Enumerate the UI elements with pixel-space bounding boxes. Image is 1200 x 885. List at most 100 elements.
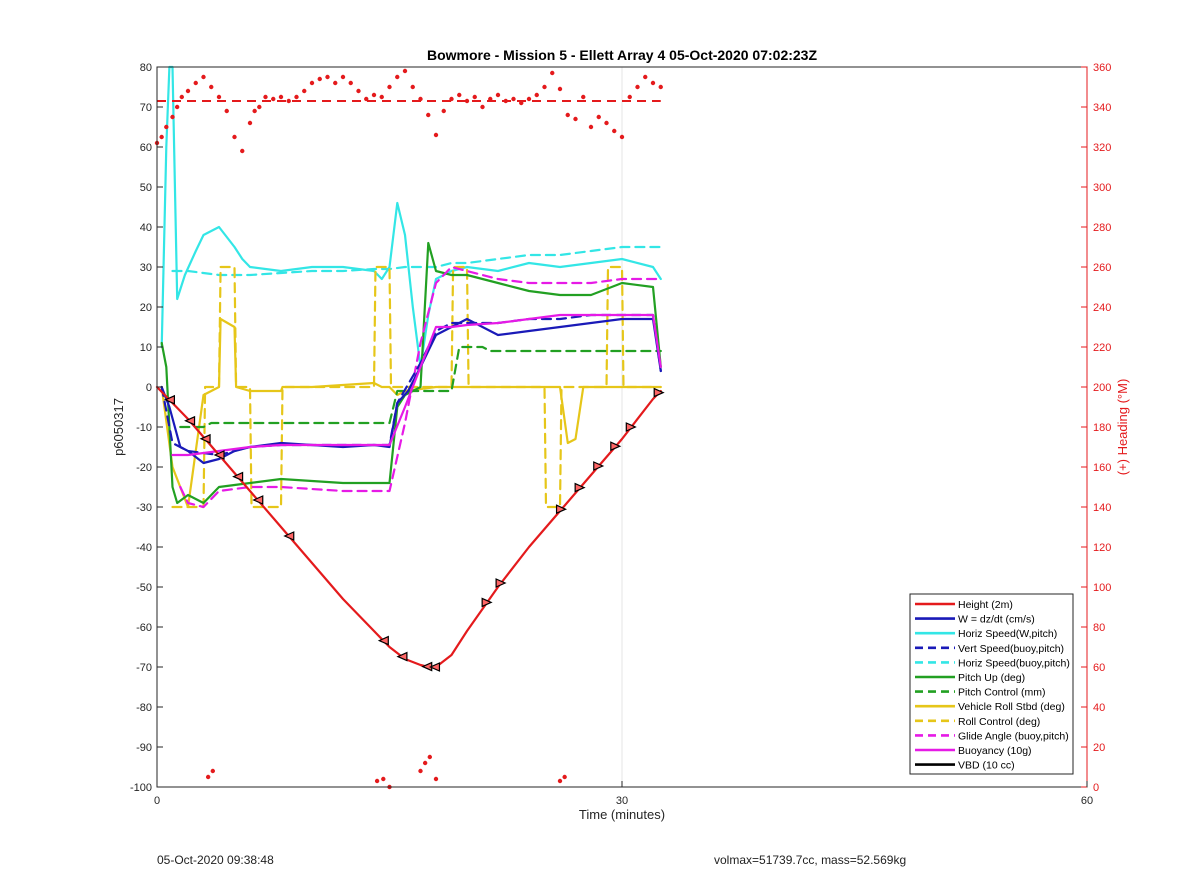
legend-box [909,593,1074,775]
heading-point [164,124,169,130]
heading-point [418,96,423,102]
heading-point [588,124,594,130]
heading-point [294,94,299,100]
depth-marker [396,651,408,662]
heading-point [402,68,408,74]
y-tick-label: -40 [136,542,152,554]
heading-point [557,778,563,784]
heading-point [562,774,567,780]
y-tick-label: -10 [136,422,152,434]
y2-tick-label: 100 [1093,582,1111,594]
heading-point [422,760,428,766]
legend-label: Height (2m) [958,599,1013,611]
heading-point [205,774,211,780]
depth-marker [184,415,196,426]
x-axis: 0 30 60 [154,781,1093,807]
heading-point [427,754,432,760]
y-tick-label: 20 [140,302,152,314]
heading-point [449,96,454,102]
heading-point [619,134,625,140]
heading-point [170,114,175,120]
heading-point [232,134,237,140]
heading-point [179,94,184,100]
heading-point [333,80,338,86]
heading-point [612,128,617,134]
y-tick-label: 30 [140,262,152,274]
y2-tick-label: 280 [1093,222,1111,234]
heading-point [441,108,446,114]
y-tick-label: 40 [140,222,152,234]
heading-point [542,84,547,90]
series-group [155,65,662,669]
depth-marker [625,422,637,432]
heading-point [271,96,276,102]
heading-point [395,74,400,80]
heading-point [257,104,262,110]
depth-marker [252,495,264,505]
legend-label: Vehicle Roll Stbd (deg) [958,701,1065,713]
y2-tick-label: 40 [1093,702,1105,714]
y2-tick-label: 140 [1093,502,1111,514]
heading-point [433,776,439,782]
heading-point [371,92,377,98]
series-line-2 [160,65,662,369]
depth-marker [428,662,441,672]
heading-point [286,98,291,104]
y2-tick-label: 360 [1093,62,1111,74]
y2-tick-label: 120 [1093,542,1111,554]
heading-point [503,98,508,104]
depth-marker [377,635,389,646]
heading-point [557,86,563,92]
legend-label: VBD (10 cc) [958,760,1015,772]
y2-tick-label: 340 [1093,102,1111,114]
heading-point [581,94,586,100]
x-tick-label: 30 [616,795,628,807]
heading-point [302,88,307,94]
depth-marker [555,504,568,515]
heading-point [426,112,431,118]
depth-marker [574,482,586,493]
series-line-8 [171,265,655,509]
footer-timestamp: 05-Oct-2020 09:38:48 [157,853,274,867]
legend-label: Pitch Up (deg) [958,672,1025,684]
series-line-10 [171,313,662,457]
y-axis-right: 0 20 40 60 80 100 120 140 160 180 200 220 240 260 280 3… [1081,62,1111,794]
heading-point [193,80,198,86]
y-tick-label: -70 [136,662,152,674]
y-tick-label: 70 [140,102,152,114]
y2-tick-label: 80 [1093,622,1105,634]
legend-label: Buoyancy (10g) [958,745,1032,757]
y-axis-left-label: p6050317 [111,398,126,456]
heading-point [433,132,439,138]
series-line-7 [160,317,662,509]
depth-marker [232,471,244,482]
y-tick-label: -20 [136,462,152,474]
heading-point [309,80,315,86]
heading-point [596,114,601,120]
heading-point [480,104,485,110]
y2-tick-label: 20 [1093,742,1105,754]
heading-point [252,108,257,114]
y-tick-label: -90 [136,742,152,754]
chart-title: Bowmore - Mission 5 - Ellett Array 4 05-… [427,47,818,63]
y2-tick-label: 300 [1093,182,1111,194]
heading-point [364,96,369,102]
heading-point [317,76,322,82]
y-tick-label: 10 [140,342,152,354]
heading-point [464,98,470,104]
y-tick-label: -100 [130,782,152,794]
heading-point [240,148,245,154]
heading-point [658,84,663,90]
y2-tick-label: 160 [1093,462,1111,474]
heading-point [643,74,648,80]
y2-tick-label: 260 [1093,262,1111,274]
y2-tick-label: 240 [1093,302,1111,314]
y2-tick-label: 320 [1093,142,1111,154]
heading-point [650,80,656,86]
heading-point [511,96,516,102]
legend-label: Glide Angle (buoy,pitch) [958,730,1069,742]
y-tick-label: -50 [136,582,152,594]
y-tick-label: -80 [136,702,152,714]
heading-point [495,92,501,98]
heading-point [488,96,493,102]
